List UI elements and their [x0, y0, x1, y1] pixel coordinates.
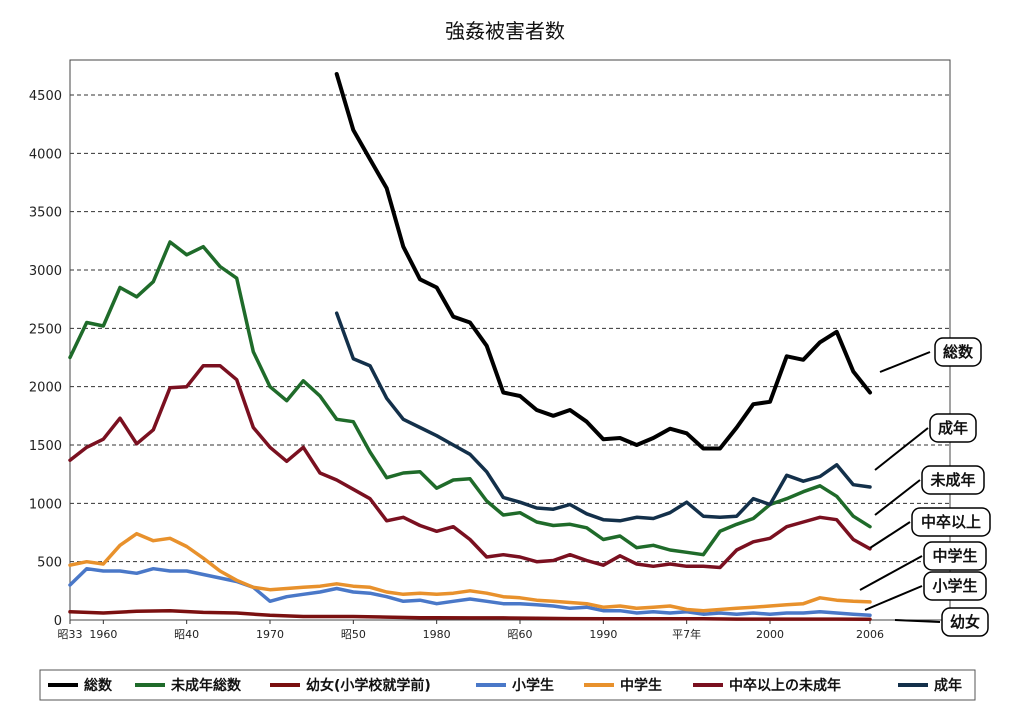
legend-label: 幼女(小学校就学前) [306, 677, 431, 694]
series-lines [68, 72, 872, 622]
legend-label: 中学生 [620, 677, 662, 694]
x-tick-label: 昭40 [174, 628, 199, 641]
legend-label: 小学生 [512, 677, 554, 694]
callout-box [941, 607, 989, 637]
x-tick-label: 昭50 [341, 628, 366, 641]
chart-title: 強姦被害者数 [445, 19, 565, 43]
callout-pointer [879, 351, 931, 373]
callout-box [929, 413, 977, 443]
x-tick-label: 昭60 [508, 628, 533, 641]
callout-label: 中卒以上 [921, 513, 981, 531]
callout-box [911, 507, 991, 537]
callout-box [921, 465, 985, 495]
legend-box [39, 669, 976, 701]
series-line-2 [68, 608, 872, 622]
x-axis-ticks: 昭33 1960 昭40 1970 昭50 1980 昭60 1990 平7年 2000 2006 [58, 620, 884, 641]
y-tick-label: 1000 [29, 497, 62, 512]
callout-pointer [864, 585, 923, 611]
x-tick-label: 2006 [856, 628, 884, 641]
legend-label: 未成年総数 [171, 677, 242, 694]
legend: 総数 未成年総数 幼女(小学校就学前) 小学生 中学生 中卒以上の未成年 成年 [48, 677, 962, 694]
callout-label: 総数 [943, 343, 974, 361]
plot-area-frame [69, 59, 951, 621]
x-tick-label: 1990 [589, 628, 617, 641]
y-tick-label: 4500 [29, 89, 62, 104]
y-axis-ticks: 0 500 1000 1500 2000 2500 3000 3500 4000 4500 [29, 89, 62, 629]
callout-box [934, 337, 982, 367]
legend-label: 中卒以上の未成年 [729, 677, 841, 694]
y-tick-label: 4000 [29, 147, 62, 162]
series-line-0 [334, 72, 872, 451]
y-tick-label: 2500 [29, 322, 62, 337]
x-tick-label: 2000 [756, 628, 784, 641]
callout-label: 幼女 [950, 613, 980, 631]
y-tick-label: 2000 [29, 381, 62, 396]
callout-box [923, 571, 987, 601]
x-tick-label: 1960 [89, 628, 117, 641]
series-line-3 [68, 566, 872, 618]
callout-box [923, 541, 987, 571]
legend-label: 総数 [84, 677, 113, 694]
callout-label: 未成年 [929, 471, 975, 489]
x-tick-label: 1980 [423, 628, 451, 641]
callout-pointer [874, 427, 929, 471]
series-line-1 [68, 240, 872, 557]
gridlines [70, 94, 950, 563]
y-tick-label: 1500 [29, 439, 62, 454]
series-line-4 [68, 531, 872, 613]
x-tick-label: 平7年 [672, 627, 701, 641]
series-line-6 [334, 311, 872, 523]
y-tick-label: 3000 [29, 264, 62, 279]
x-tick-label: 昭33 [58, 628, 83, 641]
legend-label: 成年 [934, 677, 962, 694]
callout-pointer [869, 521, 911, 549]
callout-pointer [874, 479, 921, 516]
x-tick-label: 1970 [256, 628, 284, 641]
series-line-5 [68, 363, 872, 570]
callout-label: 成年 [938, 419, 968, 437]
callout-label: 中学生 [932, 547, 977, 565]
callout-label: 小学生 [932, 577, 977, 595]
y-tick-label: 500 [37, 556, 62, 571]
y-tick-label: 0 [54, 614, 62, 629]
callout-pointer [894, 619, 941, 623]
y-tick-label: 3500 [29, 206, 62, 221]
callout-pointer [859, 555, 923, 591]
